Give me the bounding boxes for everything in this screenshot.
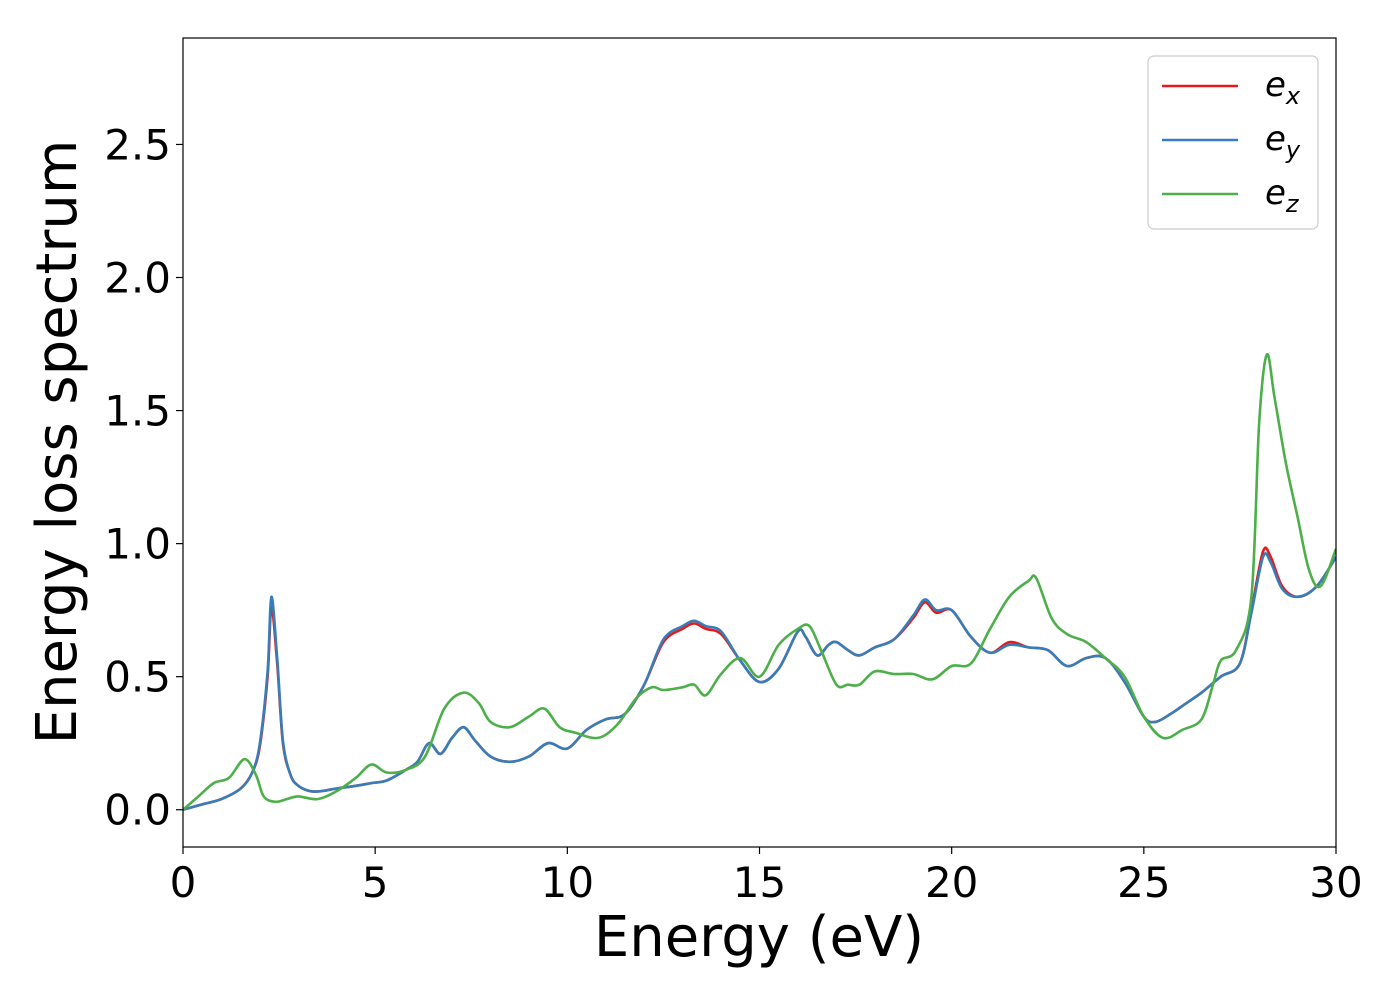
- y-tick-label: 0.5: [104, 653, 171, 702]
- y-tick-label: 1.0: [104, 520, 171, 569]
- y-tick-label: 0.0: [104, 786, 171, 835]
- x-tick-label: 10: [541, 858, 594, 907]
- x-axis-title: Energy (eV): [594, 905, 924, 970]
- x-tick-label: 30: [1309, 858, 1362, 907]
- legend-label-z: ez: [1265, 173, 1300, 218]
- y-tick-label: 2.5: [104, 120, 171, 169]
- y-tick-label: 1.5: [104, 387, 171, 436]
- series-lines: [183, 353, 1336, 811]
- legend: ex ey ez: [1147, 55, 1319, 230]
- legend-label-y: ey: [1265, 119, 1301, 164]
- legend-box: [1147, 55, 1319, 230]
- x-tick-label: 25: [1117, 858, 1170, 907]
- y-tick-label: 2.0: [104, 254, 171, 303]
- x-tick-label: 0: [170, 858, 197, 907]
- x-tick-label: 20: [925, 858, 978, 907]
- x-tick-label: 5: [362, 858, 389, 907]
- y-axis-title: Energy loss spectrum: [25, 140, 90, 745]
- legend-label-x: ex: [1265, 65, 1301, 110]
- y-axis: 0.0 0.5 1.0 1.5 2.0 2.5: [104, 120, 183, 835]
- series-line-z: [183, 353, 1336, 811]
- x-axis: 0 5 10 15 20 25 30: [170, 847, 1363, 907]
- x-tick-label: 15: [733, 858, 786, 907]
